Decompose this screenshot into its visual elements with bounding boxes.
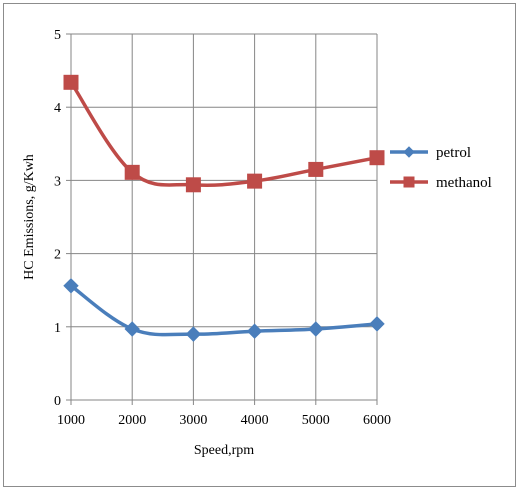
y-tick-label: 4	[54, 101, 61, 116]
methanol-data-point	[369, 150, 385, 166]
y-tick-label: 0	[54, 394, 61, 409]
x-tick-label: 2000	[118, 413, 146, 428]
petrol-data-point	[246, 323, 263, 339]
axes	[70, 34, 377, 401]
x-tick-label: 3000	[179, 413, 207, 428]
legend-label: petrol	[436, 145, 471, 161]
petrol-data-point	[308, 321, 324, 337]
grid-lines	[71, 33, 378, 400]
series-petrol	[63, 278, 385, 342]
petrol-data-point	[124, 321, 140, 337]
methanol-data-point	[308, 161, 324, 177]
y-tick-label: 5	[54, 28, 61, 43]
legend-label: methanol	[436, 175, 492, 191]
methanol-data-point	[247, 173, 263, 189]
legend-swatch-marker	[403, 176, 415, 188]
methanol-line	[69, 80, 379, 188]
chart-frame	[3, 3, 516, 487]
y-tick-label: 3	[54, 174, 61, 189]
petrol-data-point	[369, 316, 385, 332]
x-tick-label: 6000	[363, 413, 391, 428]
y-axis-title: HC Emissions, g/Kwh	[22, 154, 37, 280]
legend-item-petrol: petrol	[390, 145, 471, 161]
series-methanol	[63, 74, 385, 193]
x-axis-title: Speed,rpm	[194, 443, 254, 458]
x-tick-label: 4000	[241, 413, 269, 428]
petrol-data-point	[63, 278, 79, 294]
series-layer	[63, 74, 385, 342]
y-tick-label: 2	[54, 248, 61, 263]
x-tick-label: 1000	[57, 413, 85, 428]
petrol-line	[69, 284, 379, 337]
x-tick-label: 5000	[302, 413, 330, 428]
y-axis-ticks: 0 1 2 3 4 5	[54, 28, 71, 409]
legend: petrol methanol	[390, 145, 492, 191]
methanol-data-point	[63, 74, 79, 90]
x-axis-ticks: 1000 2000 3000 4000 5000 6000	[57, 400, 391, 428]
y-tick-label: 1	[54, 321, 61, 336]
legend-swatch-marker	[403, 146, 415, 158]
methanol-data-point	[185, 177, 201, 193]
methanol-data-point	[124, 164, 140, 180]
petrol-data-point	[185, 326, 202, 342]
legend-item-methanol: methanol	[390, 175, 492, 191]
